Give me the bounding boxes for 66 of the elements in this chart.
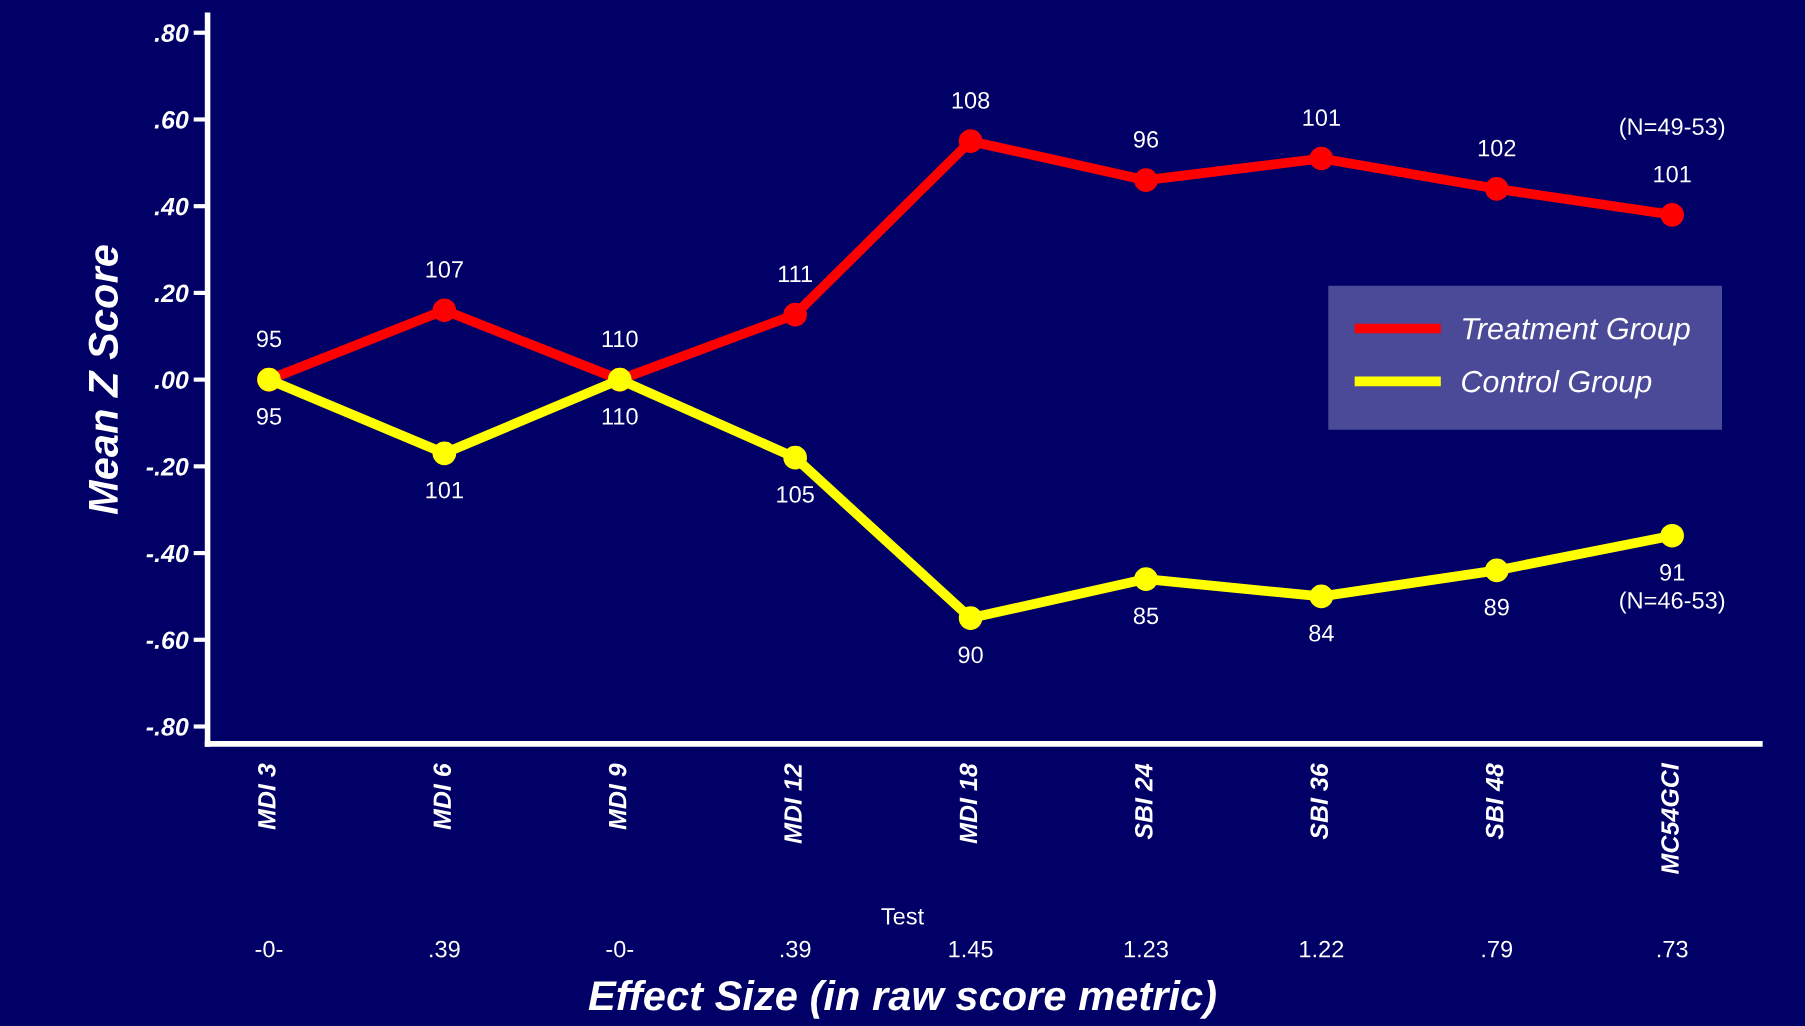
text: 1.22	[1300, 940, 1344, 958]
text: 1.45	[949, 940, 993, 958]
text: .79	[1482, 940, 1513, 958]
y-tick-label: -.60	[146, 631, 189, 650]
point	[783, 445, 807, 470]
annotation: 84	[1309, 624, 1334, 642]
x-tick-label: SBI 36	[1310, 763, 1329, 840]
y-tick-label: .00	[154, 371, 189, 389]
annotation: 96	[1133, 131, 1159, 148]
text: .73	[1657, 940, 1688, 958]
x-tick-label: MDI 9	[608, 763, 627, 830]
annotation: 90	[958, 646, 983, 664]
annotation: 111	[779, 265, 812, 282]
text: 1.23	[1124, 940, 1168, 958]
annotation: 95	[256, 330, 282, 348]
x-tick-label: SBI 48	[1485, 763, 1504, 840]
point	[1660, 203, 1684, 227]
point	[958, 129, 983, 153]
x-tick-label: MC54GCI	[1661, 762, 1679, 874]
annotation: (N=46-53)	[1620, 591, 1725, 614]
x-axis-title: Test	[881, 908, 924, 925]
text: -0-	[255, 940, 283, 958]
point	[1309, 146, 1334, 171]
point	[1134, 168, 1158, 192]
y-tick-label: -.20	[146, 457, 189, 476]
annotation: 85	[1133, 607, 1159, 625]
text: .39	[780, 940, 811, 958]
point	[1484, 177, 1509, 201]
y-tick-label: .40	[154, 197, 189, 216]
annotation: 107	[426, 261, 463, 278]
y-tick-label: -.80	[146, 718, 189, 736]
text: -0-	[606, 940, 634, 958]
annotation: 110	[602, 330, 638, 348]
y-tick-label: -.40	[146, 544, 189, 563]
annotation: (N=49-53)	[1620, 117, 1725, 140]
annotation: 102	[1478, 139, 1516, 157]
text: .39	[430, 940, 460, 958]
y-axis-title: Mean Z Score	[88, 245, 119, 515]
point	[432, 441, 457, 466]
annotation: 101	[426, 481, 463, 499]
annotation: 101	[1303, 109, 1340, 127]
x-tick-label: MDI 3	[257, 763, 276, 830]
point	[958, 606, 983, 630]
legend-label: Control Group	[1462, 369, 1652, 399]
point	[1134, 567, 1158, 591]
point	[783, 302, 807, 327]
point	[432, 298, 457, 323]
text: Effect Size (in raw score metric)	[588, 979, 1216, 1019]
annotation: 108	[952, 91, 990, 109]
annotation: 89	[1484, 598, 1509, 616]
point	[1309, 584, 1334, 609]
annotation: 95	[256, 408, 282, 425]
point	[1660, 523, 1684, 548]
y-tick-label: .60	[154, 111, 189, 129]
legend-label: Treatment Group	[1463, 317, 1690, 346]
y-tick-label: .20	[154, 284, 189, 303]
x-tick-label: MDI 18	[959, 763, 978, 844]
annotation: 110	[602, 408, 638, 425]
annotation: 105	[777, 486, 814, 503]
x-tick-label: MDI 12	[784, 763, 802, 844]
annotation: 91	[1660, 564, 1685, 581]
annotation: 101	[1654, 165, 1691, 183]
x-tick-label: MDI 6	[433, 763, 452, 830]
point	[1484, 558, 1509, 583]
x-tick-label: SBI 24	[1134, 763, 1153, 840]
y-tick-label: .80	[154, 24, 189, 43]
